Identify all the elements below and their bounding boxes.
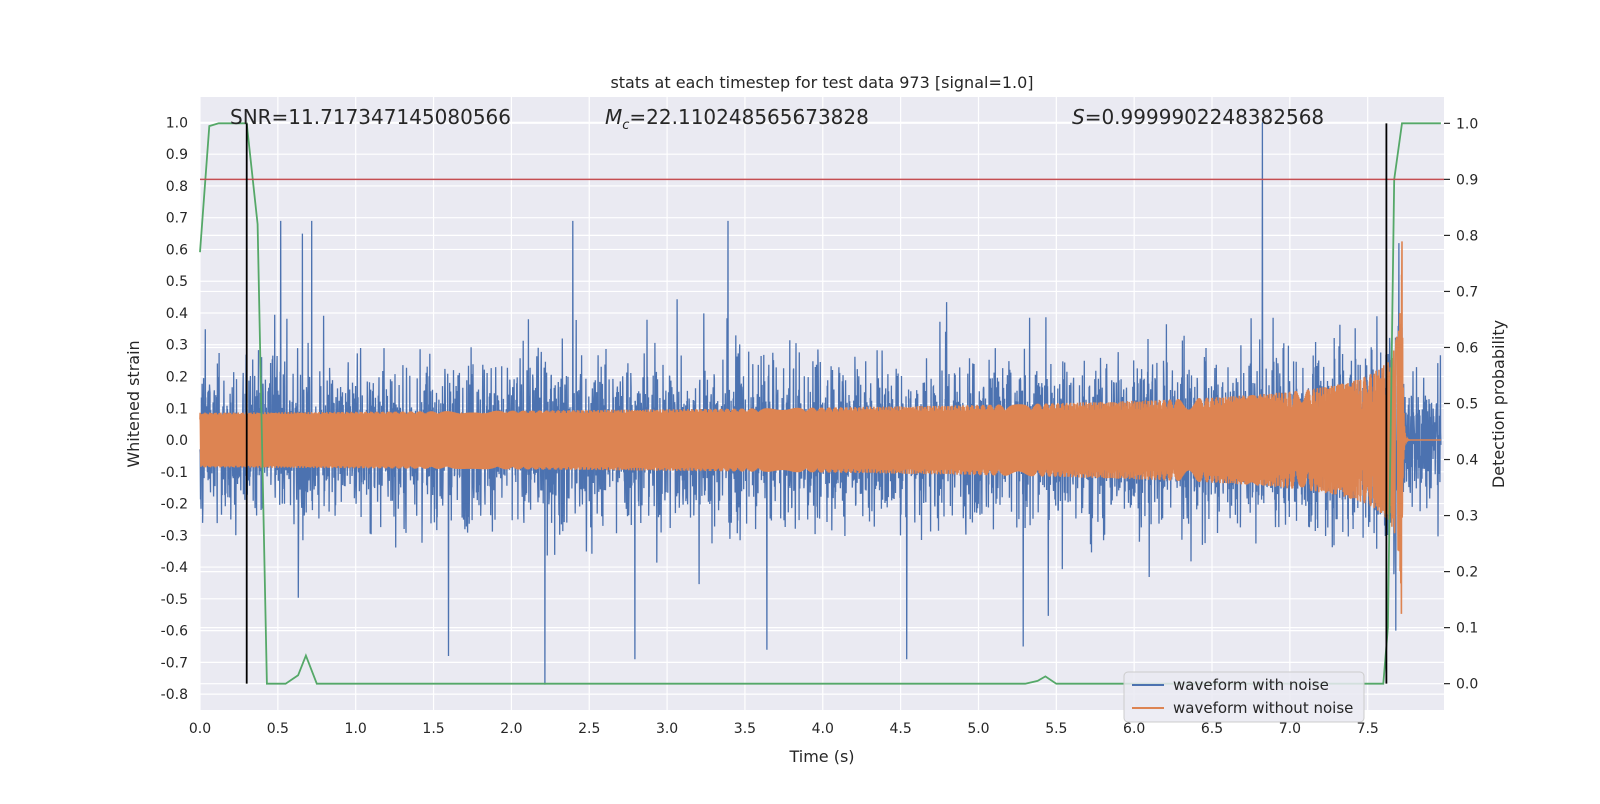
y-right-tick-labels: 1.0 0.9 0.8 0.7 0.6 0.5 0.4 0.3 0.2 0.1 0.0 [1444,116,1478,693]
annotation-mc-value: =22.110248565673828 [629,105,868,129]
y-right-tick-label: 1.0 [1456,116,1478,132]
y-left-tick-label: -0.1 [161,465,188,481]
legend-box [1123,671,1365,723]
y-left-tick-label: -0.3 [161,528,188,544]
y-left-tick-label: -0.2 [161,497,188,513]
annotation-mc-symbol: M [605,105,622,129]
y-right-tick-label: 0.7 [1456,284,1478,300]
annotation-s-value: =0.9999902248382568 [1085,105,1324,129]
x-axis-label: Time (s) [788,747,854,766]
y-right-tick-label: 0.1 [1456,621,1478,637]
y-right-axis-label: Detection probability [1489,320,1508,488]
detection-probability-line [199,122,1441,685]
y-left-tick-label: -0.6 [161,624,188,640]
y-right-tick-label: 0.3 [1456,509,1478,525]
y-right-tick-label: 0.2 [1456,565,1478,581]
x-tick-label: 1.0 [345,721,367,737]
clean-waveform-line [199,241,1441,614]
chart-title: stats at each timestep for test data 973… [610,73,1033,92]
y-left-tick-label: 0.2 [166,370,188,386]
x-tick-label: 0.5 [267,721,289,737]
x-tick-label: 4.0 [812,721,834,737]
y-left-tick-label: 0.1 [166,401,188,417]
y-left-tick-label: -0.7 [161,655,188,671]
y-left-tick-label: 0.5 [166,274,188,290]
x-tick-labels: 0.0 0.5 1.0 1.5 2.0 2.5 3.0 3.5 4.0 4.5 5.0 5.5 6.0 6… [189,721,1379,737]
y-left-tick-label: -0.5 [161,592,188,608]
annotation-s: S=0.9999902248382568 [1072,105,1324,129]
annotation-mc-subscript: c [622,118,629,133]
x-tick-label: 5.5 [1045,721,1067,737]
y-right-tick-label: 0.8 [1456,228,1478,244]
y-left-tick-label: 0.6 [166,242,188,258]
y-left-tick-label: 0.4 [166,306,188,322]
x-tick-label: 7.5 [1357,721,1379,737]
x-tick-label: 5.0 [967,721,989,737]
annotation-s-symbol: S [1072,105,1085,129]
x-tick-label: 0.0 [189,721,211,737]
x-tick-label: 2.5 [578,721,600,737]
x-tick-label: 3.5 [734,721,756,737]
y-left-tick-label: 0.0 [166,433,188,449]
y-right-tick-label: 0.0 [1456,677,1478,693]
markers-layer [200,123,1444,684]
x-tick-label: 6.0 [1123,721,1145,737]
x-tick-label: 2.0 [500,721,522,737]
y-right-tick-label: 0.4 [1456,453,1478,469]
x-tick-label: 3.0 [656,721,678,737]
legend-label-noise: waveform with noise [1173,676,1329,694]
x-tick-label: 4.5 [889,721,911,737]
annotation-mc: Mc=22.110248565673828 [605,105,869,133]
series-detection-probability [199,122,1441,685]
y-right-tick-label: 0.9 [1456,172,1478,188]
y-left-tick-label: -0.8 [161,687,188,703]
annotation-snr: SNR=11.717347145080566 [230,105,511,129]
legend: waveform with noise waveform without noi… [1123,671,1365,723]
y-left-tick-label: 1.0 [166,115,188,131]
y-right-tick-label: 0.6 [1456,340,1478,356]
y-left-tick-labels: 1.0 0.9 0.8 0.7 0.6 0.5 0.4 0.3 0.2 0.1 0.0 -0.1 -0.… [161,115,188,703]
x-tick-label: 1.5 [422,721,444,737]
y-left-tick-label: -0.4 [161,560,188,576]
y-left-axis-label: Whitened strain [124,340,143,467]
y-left-tick-label: 0.3 [166,338,188,354]
series-waveform-without-noise [199,241,1441,614]
y-left-tick-label: 0.7 [166,211,188,227]
x-tick-label: 6.5 [1201,721,1223,737]
y-right-tick-label: 0.5 [1456,397,1478,413]
x-tick-label: 7.0 [1279,721,1301,737]
y-left-tick-label: 0.9 [166,147,188,163]
legend-label-clean: waveform without noise [1173,699,1353,717]
y-left-tick-label: 0.8 [166,179,188,195]
